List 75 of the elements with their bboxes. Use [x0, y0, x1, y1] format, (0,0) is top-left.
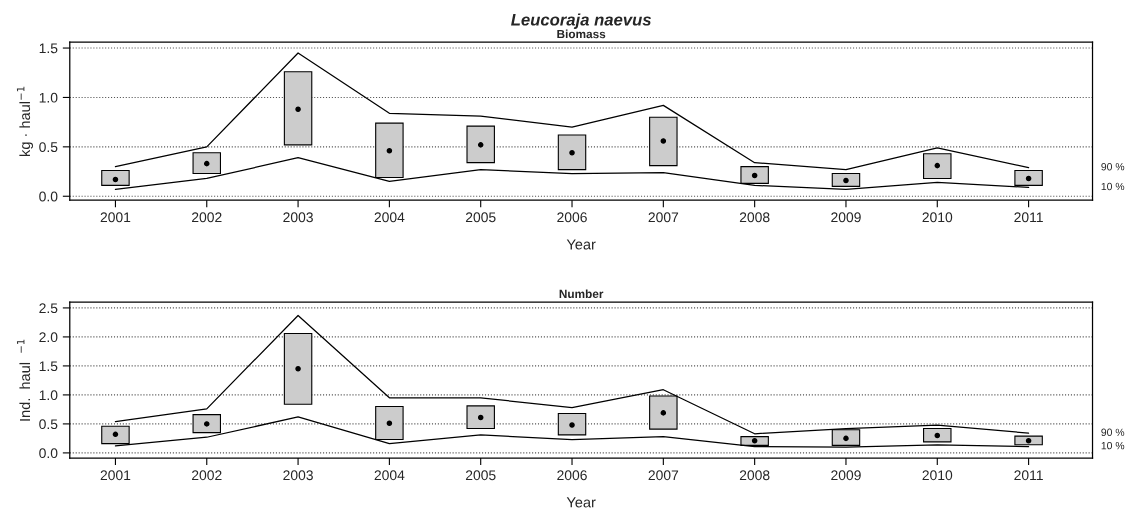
point [1025, 437, 1032, 444]
x-tick-label: 2009 [831, 470, 861, 481]
x-tick-label: 2004 [374, 470, 405, 481]
bar [740, 166, 769, 184]
bar [466, 125, 495, 164]
x-tick-label: 2005 [465, 470, 496, 481]
bar [557, 412, 587, 436]
y-axis-title: Ind. haul $^{−1}$ [16, 339, 31, 421]
x-tick-label: 2010 [922, 470, 953, 481]
x-tick-label: 2010 [922, 212, 953, 223]
x-tick-label: 2008 [739, 470, 770, 481]
point [660, 138, 667, 144]
x-tick-label: 2007 [648, 212, 679, 223]
point [295, 106, 301, 113]
x-tick-label: 2003 [283, 212, 313, 223]
point [386, 148, 393, 154]
x-tick-label: 2002 [192, 470, 222, 481]
x-tick-label: 2011 [1014, 470, 1043, 481]
x-tick-label: 2007 [648, 470, 679, 481]
point [843, 435, 849, 442]
bar [466, 405, 495, 430]
chart-subtitle: Biomass [557, 29, 606, 39]
point [203, 160, 210, 167]
y-tick-label: 1.5 [39, 361, 58, 372]
text: 10 % [1101, 182, 1125, 191]
point [112, 176, 119, 183]
y-tick-label: 2.0 [39, 332, 58, 343]
x-axis-title: Year [566, 239, 596, 250]
x-tick-label: 2006 [557, 212, 587, 223]
point [203, 421, 210, 427]
x-tick-label: 2004 [374, 212, 405, 223]
x-tick-label: 2005 [465, 212, 496, 223]
point [112, 431, 119, 438]
point [751, 437, 758, 444]
point [569, 149, 575, 156]
point [477, 414, 484, 421]
bar [557, 134, 587, 171]
y-tick-label: 0.0 [39, 448, 58, 459]
y-axis-title: kg · haul$^{−1}$ [16, 86, 33, 156]
x-tick-label: 2009 [831, 212, 861, 223]
y-tick-label: 1.5 [39, 43, 58, 54]
text: 90 % [1101, 163, 1125, 171]
point [934, 432, 941, 439]
point [569, 422, 575, 428]
chart-title: Leucoraja naevus [511, 13, 651, 29]
point [477, 142, 484, 148]
x-tick-label: 2008 [739, 212, 770, 223]
point [934, 162, 941, 169]
x-tick-label: 2001 [100, 470, 131, 481]
x-tick-label: 2006 [557, 470, 587, 481]
y-tick-label: 1.0 [39, 92, 58, 103]
bar [283, 71, 313, 146]
x-tick-label: 2003 [283, 470, 313, 481]
y-tick-label: 0.0 [39, 191, 58, 202]
text: 10 % [1101, 441, 1125, 450]
x-tick-label: 2011 [1014, 212, 1043, 223]
bar [649, 116, 678, 167]
chart-title: Number [559, 289, 604, 299]
point [1025, 175, 1032, 182]
y-tick-label: 2.5 [39, 303, 58, 314]
point [295, 366, 301, 372]
y-tick-label: 0.5 [39, 419, 58, 430]
point [843, 177, 849, 184]
y-tick-label: 1.0 [39, 390, 58, 401]
point [751, 172, 758, 179]
y-tick-label: 0.5 [39, 142, 58, 153]
bar [831, 172, 861, 187]
bar [649, 395, 678, 430]
point [660, 410, 667, 416]
x-tick-label: 2001 [100, 212, 131, 223]
point [386, 420, 393, 427]
text: 90 % [1101, 428, 1125, 436]
x-tick-label: 2002 [192, 212, 222, 223]
x-axis-title: Year [566, 497, 596, 508]
bar [283, 332, 313, 405]
